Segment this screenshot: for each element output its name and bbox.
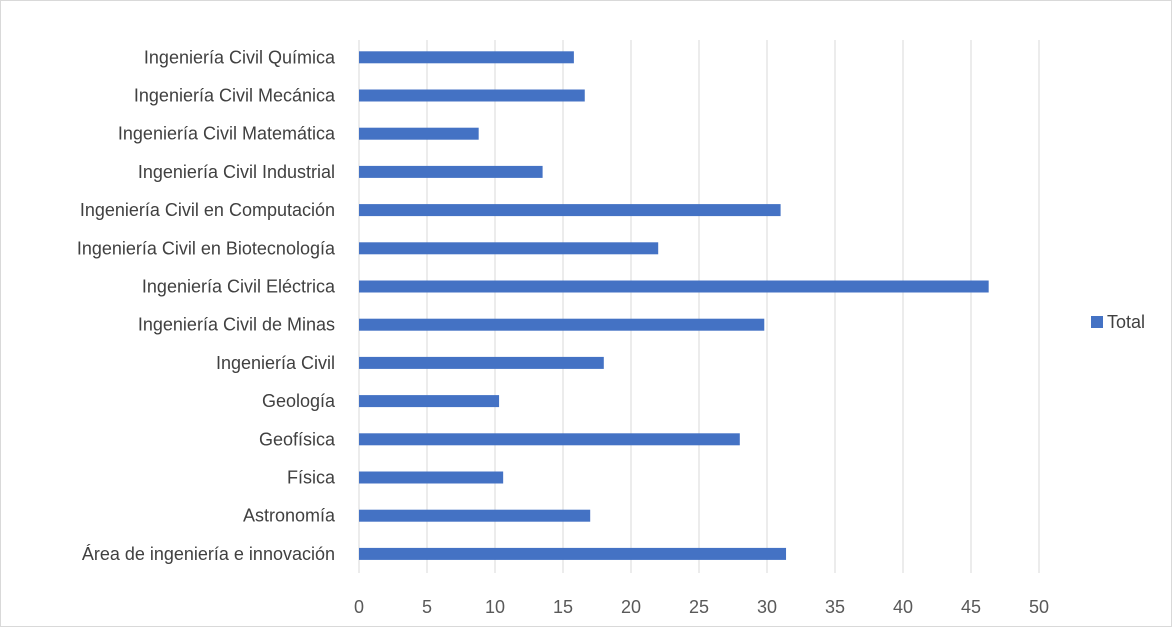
bars bbox=[359, 51, 989, 560]
bar bbox=[359, 433, 740, 446]
category-label: Geología bbox=[262, 391, 336, 411]
category-label: Área de ingeniería e innovación bbox=[82, 544, 335, 564]
x-tick-label: 40 bbox=[893, 597, 913, 617]
legend: Total bbox=[1091, 312, 1145, 332]
x-tick-label: 35 bbox=[825, 597, 845, 617]
bar bbox=[359, 509, 591, 522]
category-label: Ingeniería Civil Eléctrica bbox=[142, 277, 336, 297]
bar bbox=[359, 127, 479, 140]
category-label: Ingeniería Civil de Minas bbox=[138, 315, 335, 335]
category-label: Ingeniería Civil Química bbox=[144, 47, 336, 67]
category-label: Ingeniería Civil Matemática bbox=[118, 124, 336, 144]
bar bbox=[359, 318, 765, 331]
bar bbox=[359, 165, 543, 178]
x-tick-label: 15 bbox=[553, 597, 573, 617]
x-tick-label: 20 bbox=[621, 597, 641, 617]
category-label: Física bbox=[287, 468, 336, 488]
x-tick-label: 10 bbox=[485, 597, 505, 617]
x-tick-label: 45 bbox=[961, 597, 981, 617]
category-label: Ingeniería Civil bbox=[216, 353, 335, 373]
x-tick-label: 5 bbox=[422, 597, 432, 617]
bar bbox=[359, 204, 781, 217]
bar bbox=[359, 280, 989, 293]
x-tick-label: 25 bbox=[689, 597, 709, 617]
category-label: Ingeniería Civil en Computación bbox=[80, 200, 335, 220]
category-label: Ingeniería Civil Industrial bbox=[138, 162, 335, 182]
category-labels: Área de ingeniería e innovación Astronomí… bbox=[77, 47, 336, 564]
x-tick-label: 50 bbox=[1029, 597, 1049, 617]
category-label: Geofísica bbox=[259, 429, 336, 449]
category-label: Ingeniería Civil en Biotecnología bbox=[77, 238, 336, 258]
gridlines bbox=[358, 40, 1040, 573]
x-tick-label: 0 bbox=[354, 597, 364, 617]
bar bbox=[359, 242, 659, 255]
legend-swatch bbox=[1091, 316, 1103, 328]
category-label: Ingeniería Civil Mecánica bbox=[134, 86, 336, 106]
x-tick-labels: 0 5 10 15 20 25 30 35 40 45 50 bbox=[354, 597, 1049, 617]
bar bbox=[359, 395, 500, 408]
bar bbox=[359, 356, 604, 369]
bar bbox=[359, 547, 787, 560]
category-label: Astronomía bbox=[243, 506, 336, 526]
legend-label: Total bbox=[1107, 312, 1145, 332]
bar bbox=[359, 51, 574, 64]
bar bbox=[359, 89, 585, 102]
bar bbox=[359, 471, 504, 484]
x-tick-label: 30 bbox=[757, 597, 777, 617]
